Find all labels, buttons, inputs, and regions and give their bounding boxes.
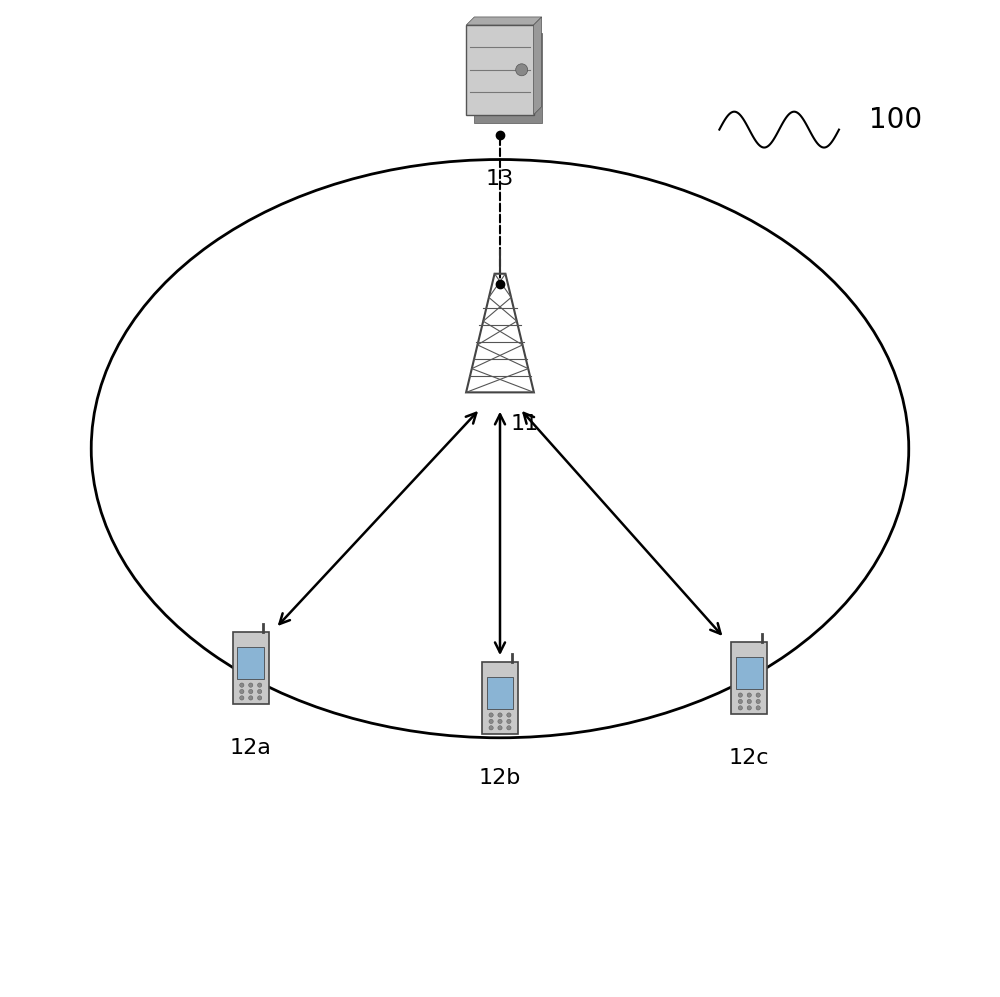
Circle shape (747, 699, 751, 704)
Circle shape (747, 693, 751, 697)
Circle shape (507, 726, 511, 730)
Bar (466, 25, 534, 115)
Circle shape (258, 683, 262, 687)
Circle shape (258, 689, 262, 694)
Circle shape (498, 719, 502, 724)
Circle shape (747, 706, 751, 710)
Circle shape (240, 683, 244, 687)
Text: 13: 13 (486, 169, 514, 189)
Text: 100: 100 (869, 106, 922, 134)
Text: 11: 11 (511, 414, 539, 434)
Text: 12a: 12a (230, 738, 272, 758)
Bar (482, 662, 518, 734)
Bar (736, 657, 763, 689)
Circle shape (738, 706, 742, 710)
Circle shape (240, 696, 244, 700)
Circle shape (498, 726, 502, 730)
Circle shape (249, 696, 253, 700)
Circle shape (489, 726, 493, 730)
Circle shape (249, 683, 253, 687)
Circle shape (507, 713, 511, 717)
Circle shape (489, 713, 493, 717)
Text: 12c: 12c (729, 748, 770, 768)
Circle shape (249, 689, 253, 694)
Circle shape (756, 699, 760, 704)
Bar (487, 677, 513, 709)
Circle shape (507, 719, 511, 724)
Bar (237, 647, 264, 679)
Circle shape (258, 696, 262, 700)
Circle shape (738, 699, 742, 704)
Polygon shape (534, 17, 542, 115)
Text: 12b: 12b (479, 768, 521, 788)
Circle shape (756, 693, 760, 697)
Circle shape (738, 693, 742, 697)
Circle shape (756, 706, 760, 710)
Bar (474, 33, 542, 123)
Circle shape (498, 713, 502, 717)
Circle shape (489, 719, 493, 724)
Bar (233, 632, 269, 704)
Circle shape (516, 64, 528, 76)
Bar (731, 642, 767, 714)
Polygon shape (466, 17, 542, 25)
Circle shape (240, 689, 244, 694)
